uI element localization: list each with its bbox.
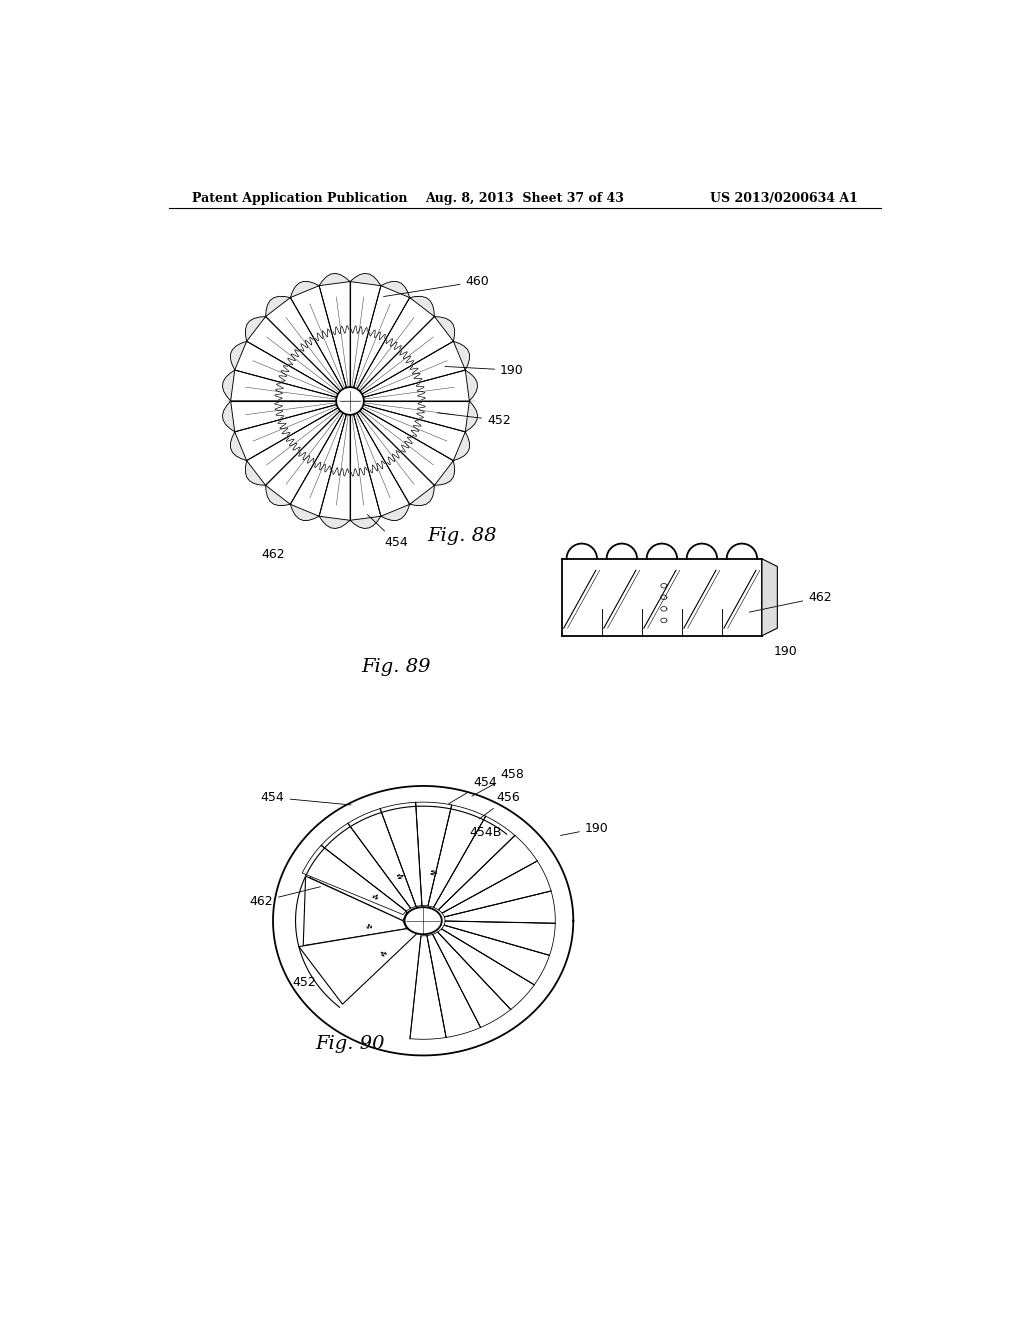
Text: 462: 462 [261, 548, 285, 561]
Text: Aug. 8, 2013  Sheet 37 of 43: Aug. 8, 2013 Sheet 37 of 43 [425, 191, 625, 205]
Polygon shape [438, 836, 538, 913]
Polygon shape [319, 281, 350, 388]
Text: 458: 458 [472, 768, 524, 796]
Text: US 2013/0200634 A1: US 2013/0200634 A1 [710, 191, 857, 205]
Polygon shape [265, 297, 291, 317]
Polygon shape [444, 891, 555, 923]
Polygon shape [265, 486, 291, 506]
Text: 190: 190 [560, 822, 608, 836]
Text: 454: 454 [368, 515, 409, 549]
Polygon shape [291, 285, 346, 389]
Polygon shape [357, 411, 434, 504]
Text: 460: 460 [384, 275, 489, 297]
Polygon shape [465, 370, 477, 401]
Polygon shape [428, 805, 485, 907]
Polygon shape [302, 845, 407, 915]
Polygon shape [319, 273, 350, 285]
Polygon shape [353, 285, 410, 389]
Polygon shape [380, 803, 422, 907]
Polygon shape [234, 342, 338, 397]
Text: 452: 452 [292, 975, 315, 989]
Polygon shape [350, 273, 381, 285]
Polygon shape [362, 404, 465, 461]
Polygon shape [291, 413, 346, 516]
Polygon shape [230, 401, 337, 432]
Polygon shape [359, 408, 454, 486]
Polygon shape [222, 401, 234, 432]
Polygon shape [437, 929, 535, 1010]
Text: 456: 456 [479, 791, 520, 818]
Polygon shape [434, 461, 455, 486]
Polygon shape [364, 370, 469, 401]
Text: Fig. 89: Fig. 89 [361, 657, 431, 676]
Polygon shape [234, 404, 338, 461]
Polygon shape [322, 824, 411, 911]
Text: Fig. 88: Fig. 88 [427, 527, 497, 545]
Polygon shape [230, 370, 337, 401]
Polygon shape [381, 504, 410, 520]
Text: 452: 452 [437, 413, 511, 426]
Polygon shape [433, 816, 515, 909]
Polygon shape [350, 414, 381, 520]
Polygon shape [427, 935, 480, 1038]
Polygon shape [410, 936, 446, 1039]
Polygon shape [230, 432, 247, 461]
Text: 190: 190 [773, 644, 797, 657]
Polygon shape [350, 281, 381, 388]
Polygon shape [348, 809, 416, 908]
Polygon shape [381, 281, 410, 297]
Circle shape [336, 387, 364, 414]
Polygon shape [265, 297, 343, 391]
Polygon shape [417, 810, 507, 908]
Polygon shape [454, 342, 469, 370]
Text: Patent Application Publication: Patent Application Publication [193, 191, 408, 205]
Polygon shape [362, 342, 465, 397]
Polygon shape [319, 414, 350, 520]
Polygon shape [230, 342, 247, 370]
Text: 190: 190 [445, 363, 524, 376]
Polygon shape [247, 317, 340, 395]
Polygon shape [762, 558, 777, 636]
Polygon shape [309, 822, 407, 921]
Polygon shape [410, 486, 434, 506]
Ellipse shape [404, 907, 441, 935]
Text: 462: 462 [250, 887, 321, 908]
Polygon shape [291, 281, 319, 297]
Polygon shape [465, 401, 477, 432]
Text: 454B: 454B [469, 825, 502, 838]
Polygon shape [444, 921, 555, 956]
Polygon shape [441, 925, 550, 985]
Polygon shape [410, 297, 434, 317]
Polygon shape [364, 401, 469, 432]
Polygon shape [350, 516, 381, 528]
Polygon shape [359, 317, 454, 395]
Polygon shape [433, 932, 511, 1027]
Polygon shape [454, 432, 469, 461]
Polygon shape [434, 317, 455, 342]
Text: Fig. 90: Fig. 90 [315, 1035, 385, 1053]
Polygon shape [299, 929, 417, 1005]
Text: 454: 454 [449, 776, 497, 804]
Polygon shape [291, 504, 319, 520]
Text: 454: 454 [261, 791, 351, 805]
Polygon shape [246, 461, 265, 486]
Polygon shape [319, 516, 350, 528]
Polygon shape [246, 317, 265, 342]
Polygon shape [222, 370, 234, 401]
Polygon shape [247, 408, 340, 486]
Polygon shape [357, 297, 434, 391]
Text: 462: 462 [750, 591, 831, 612]
Polygon shape [265, 411, 343, 504]
Polygon shape [416, 803, 452, 906]
Polygon shape [359, 807, 434, 912]
Polygon shape [353, 413, 410, 516]
Polygon shape [303, 876, 407, 945]
Polygon shape [442, 861, 551, 917]
